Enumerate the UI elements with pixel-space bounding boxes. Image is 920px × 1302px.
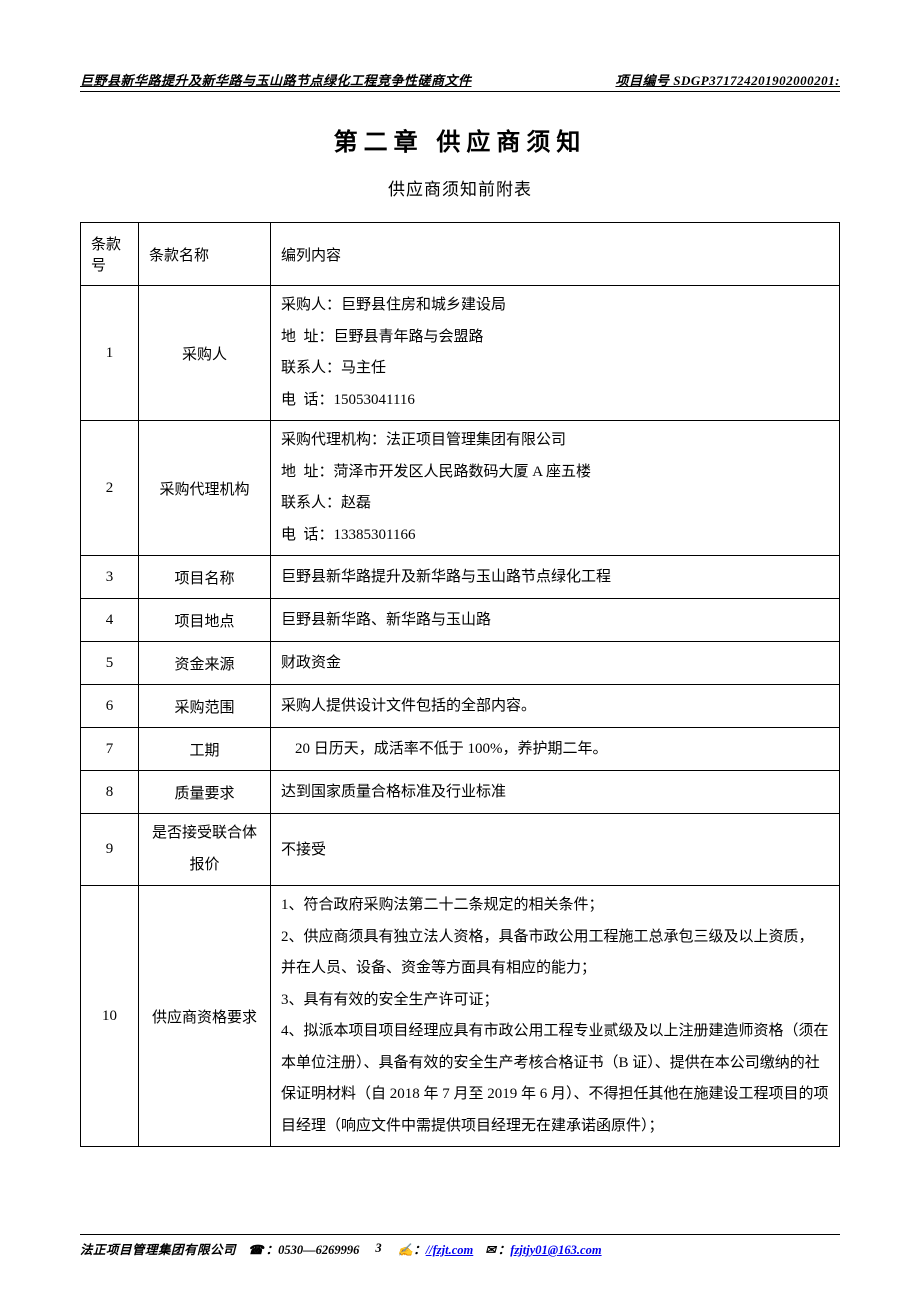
footer-company: 法正项目管理集团有限公司 xyxy=(80,1239,236,1258)
phone-icon xyxy=(248,1243,266,1257)
row-name: 项目名称 xyxy=(139,556,271,599)
row-num: 9 xyxy=(81,814,139,886)
row-content: 采购人提供设计文件包括的全部内容。 xyxy=(271,685,840,728)
chapter-title: 第二章 供应商须知 xyxy=(80,122,840,157)
footer-mail-prefix: ： xyxy=(498,1243,511,1257)
row-num: 8 xyxy=(81,771,139,814)
page-footer: 法正项目管理集团有限公司 ：0530—6269996 3 ✍：//fzjt.co… xyxy=(80,1234,840,1258)
row-name: 供应商资格要求 xyxy=(139,886,271,1147)
table-row: 9 是否接受联合体报价 不接受 xyxy=(81,814,840,886)
footer-phone: ：0530—6269996 xyxy=(248,1239,359,1258)
table-row: 4 项目地点 巨野县新华路、新华路与玉山路 xyxy=(81,599,840,642)
table-row: 2 采购代理机构 采购代理机构：法正项目管理集团有限公司地 址：菏泽市开发区人民… xyxy=(81,421,840,556)
row-num: 2 xyxy=(81,421,139,556)
subtitle: 供应商须知前附表 xyxy=(80,175,840,200)
header-right-text: 项目编号 SDGP371724201902000201: xyxy=(615,70,840,89)
footer-web-prefix: ： xyxy=(413,1243,426,1257)
row-content: 采购人：巨野县住房和城乡建设局地 址：巨野县青年路与会盟路联系人：马主任电 话：… xyxy=(271,286,840,421)
table-body: 1 采购人 采购人：巨野县住房和城乡建设局地 址：巨野县青年路与会盟路联系人：马… xyxy=(81,286,840,1147)
row-name: 质量要求 xyxy=(139,771,271,814)
row-content: 达到国家质量合格标准及行业标准 xyxy=(271,771,840,814)
row-num: 7 xyxy=(81,728,139,771)
header-content: 编列内容 xyxy=(271,223,840,286)
table-row: 3 项目名称 巨野县新华路提升及新华路与玉山路节点绿化工程 xyxy=(81,556,840,599)
row-content: 巨野县新华路、新华路与玉山路 xyxy=(271,599,840,642)
header-left-text: 巨野县新华路提升及新华路与玉山路节点绿化工程竞争性磋商文件 xyxy=(80,70,472,89)
table-row: 8 质量要求 达到国家质量合格标准及行业标准 xyxy=(81,771,840,814)
footer-page-number: 3 xyxy=(375,1241,381,1256)
row-name: 采购人 xyxy=(139,286,271,421)
row-num: 3 xyxy=(81,556,139,599)
supplier-notice-table: 条款号 条款名称 编列内容 1 采购人 采购人：巨野县住房和城乡建设局地 址：巨… xyxy=(80,222,840,1147)
mail-icon xyxy=(485,1243,497,1257)
table-row: 5 资金来源 财政资金 xyxy=(81,642,840,685)
row-num: 10 xyxy=(81,886,139,1147)
row-content: 巨野县新华路提升及新华路与玉山路节点绿化工程 xyxy=(271,556,840,599)
table-header-row: 条款号 条款名称 编列内容 xyxy=(81,223,840,286)
row-content: 1、符合政府采购法第二十二条规定的相关条件；2、供应商须具有独立法人资格，具备市… xyxy=(271,886,840,1147)
row-name: 资金来源 xyxy=(139,642,271,685)
table-row: 1 采购人 采购人：巨野县住房和城乡建设局地 址：巨野县青年路与会盟路联系人：马… xyxy=(81,286,840,421)
web-icon: ✍ xyxy=(398,1243,414,1257)
row-num: 4 xyxy=(81,599,139,642)
header-clause-number: 条款号 xyxy=(81,223,139,286)
footer-mail: ：fzjtjy01@163.com xyxy=(485,1239,601,1258)
row-name: 工期 xyxy=(139,728,271,771)
row-content: 不接受 xyxy=(271,814,840,886)
table-row: 7 工期 20 日历天，成活率不低于 100%，养护期二年。 xyxy=(81,728,840,771)
row-name: 采购代理机构 xyxy=(139,421,271,556)
row-name: 是否接受联合体报价 xyxy=(139,814,271,886)
row-name: 项目地点 xyxy=(139,599,271,642)
page-header: 巨野县新华路提升及新华路与玉山路节点绿化工程竞争性磋商文件 项目编号 SDGP3… xyxy=(80,70,840,92)
footer-web-link: //fzjt.com xyxy=(426,1243,474,1257)
header-clause-name: 条款名称 xyxy=(139,223,271,286)
row-content: 20 日历天，成活率不低于 100%，养护期二年。 xyxy=(271,728,840,771)
row-num: 5 xyxy=(81,642,139,685)
row-num: 6 xyxy=(81,685,139,728)
footer-web: ✍：//fzjt.com xyxy=(398,1239,474,1258)
row-num: 1 xyxy=(81,286,139,421)
row-content: 采购代理机构：法正项目管理集团有限公司地 址：菏泽市开发区人民路数码大厦 A 座… xyxy=(271,421,840,556)
footer-phone-text: ：0530—6269996 xyxy=(266,1243,360,1257)
row-name: 采购范围 xyxy=(139,685,271,728)
table-row: 6 采购范围 采购人提供设计文件包括的全部内容。 xyxy=(81,685,840,728)
row-content: 财政资金 xyxy=(271,642,840,685)
footer-mail-address: fzjtjy01@163.com xyxy=(510,1243,601,1257)
table-row: 10 供应商资格要求 1、符合政府采购法第二十二条规定的相关条件；2、供应商须具… xyxy=(81,886,840,1147)
